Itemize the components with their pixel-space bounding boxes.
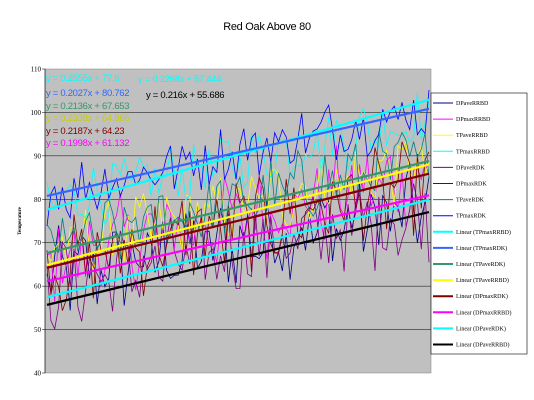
legend-entry: TPaveRRBD (456, 133, 488, 139)
trend-equation: y = 0.2268x + 57.444 (138, 74, 221, 85)
y-axis: 40 50 60 70 80 90 100 110 (31, 66, 46, 378)
trend-equation: y = 0.2187x + 64.23 (46, 126, 124, 137)
series-line-tpmaxrdk (46, 89, 430, 226)
y-tick-label: 60 (34, 283, 42, 291)
trend-equation: y = 0.1998x + 61.132 (46, 138, 129, 149)
legend: DPaveRRBD DPmaxRRBD TPaveRRBD TPmaxRRBD DPav… (430, 92, 528, 355)
trend-equation: y = 0.2555x + 77.6 (46, 73, 119, 84)
series-line-tpmaxrrbd (46, 92, 430, 226)
legend-entry: Linear (DPmaxRDK) (456, 293, 508, 300)
legend-entry: TPmaxRDK (456, 214, 487, 220)
trendline-linear-dpmaxrdk (46, 172, 430, 269)
y-tick-label: 110 (31, 66, 42, 74)
legend-entry: Linear (TPaveRDK) (456, 261, 505, 268)
legend-entry: TPaveRDK (456, 198, 485, 204)
trendline-linear-dpaverrbd (46, 210, 430, 306)
legend-entry: DPaveRRBD (456, 101, 489, 107)
annotations: y = 0.2555x + 77.6 y = 0.2268x + 57.444 y … (46, 73, 225, 149)
legend-entry: TPmaxRRBD (456, 149, 490, 155)
y-tick-label: 50 (34, 326, 42, 334)
legend-entry: Linear (DPmaxRRBD) (456, 309, 512, 316)
legend-entry: DPaveRDK (456, 165, 485, 171)
y-axis-label: Temperature (18, 206, 23, 235)
legend-box (430, 92, 528, 355)
trendline-linear-dpmaxrrbd (46, 194, 430, 283)
y-tick-label: 100 (31, 109, 42, 117)
legend-entry: DPmaxRDK (456, 182, 487, 188)
series-line-dpmaxrdk (46, 141, 430, 311)
y-tick-label: 90 (34, 152, 42, 160)
series-line-tpaverrbd (46, 139, 430, 271)
trendline-linear-tpmaxrrbd (46, 98, 430, 211)
trend-equation: y = 0.2136x + 67.653 (46, 101, 129, 112)
trend-equation: y = 0.216x + 55.686 (146, 90, 224, 101)
legend-entry: Linear (TPmaxRDK) (456, 245, 507, 252)
trendline-linear-tpaverrbd (46, 163, 430, 267)
chart-title: Red Oak Above 80 (223, 21, 311, 33)
trendline-linear-dpaverdk (46, 198, 430, 299)
trend-equation: y = 0.2027x + 80.762 (46, 88, 129, 99)
legend-entry: DPmaxRRBD (456, 117, 491, 123)
legend-entry: Linear (DPaveRDK) (456, 325, 506, 332)
series-layer (46, 89, 430, 331)
y-tick-label: 40 (34, 370, 42, 378)
trendline-linear-tpaverdk (46, 160, 430, 254)
legend-entry: Linear (DPaveRRBD) (456, 342, 510, 349)
trendline-linear-tpmaxrdk (46, 107, 430, 198)
y-tick-label: 80 (34, 196, 42, 204)
legend-entry: Linear (TPmaxRRBD) (456, 229, 511, 236)
y-tick-label: 70 (34, 239, 42, 247)
trend-equation: y = 0.2338x + 64.866 (46, 113, 129, 124)
legend-entry: Linear (TPaveRRBD) (456, 277, 509, 284)
